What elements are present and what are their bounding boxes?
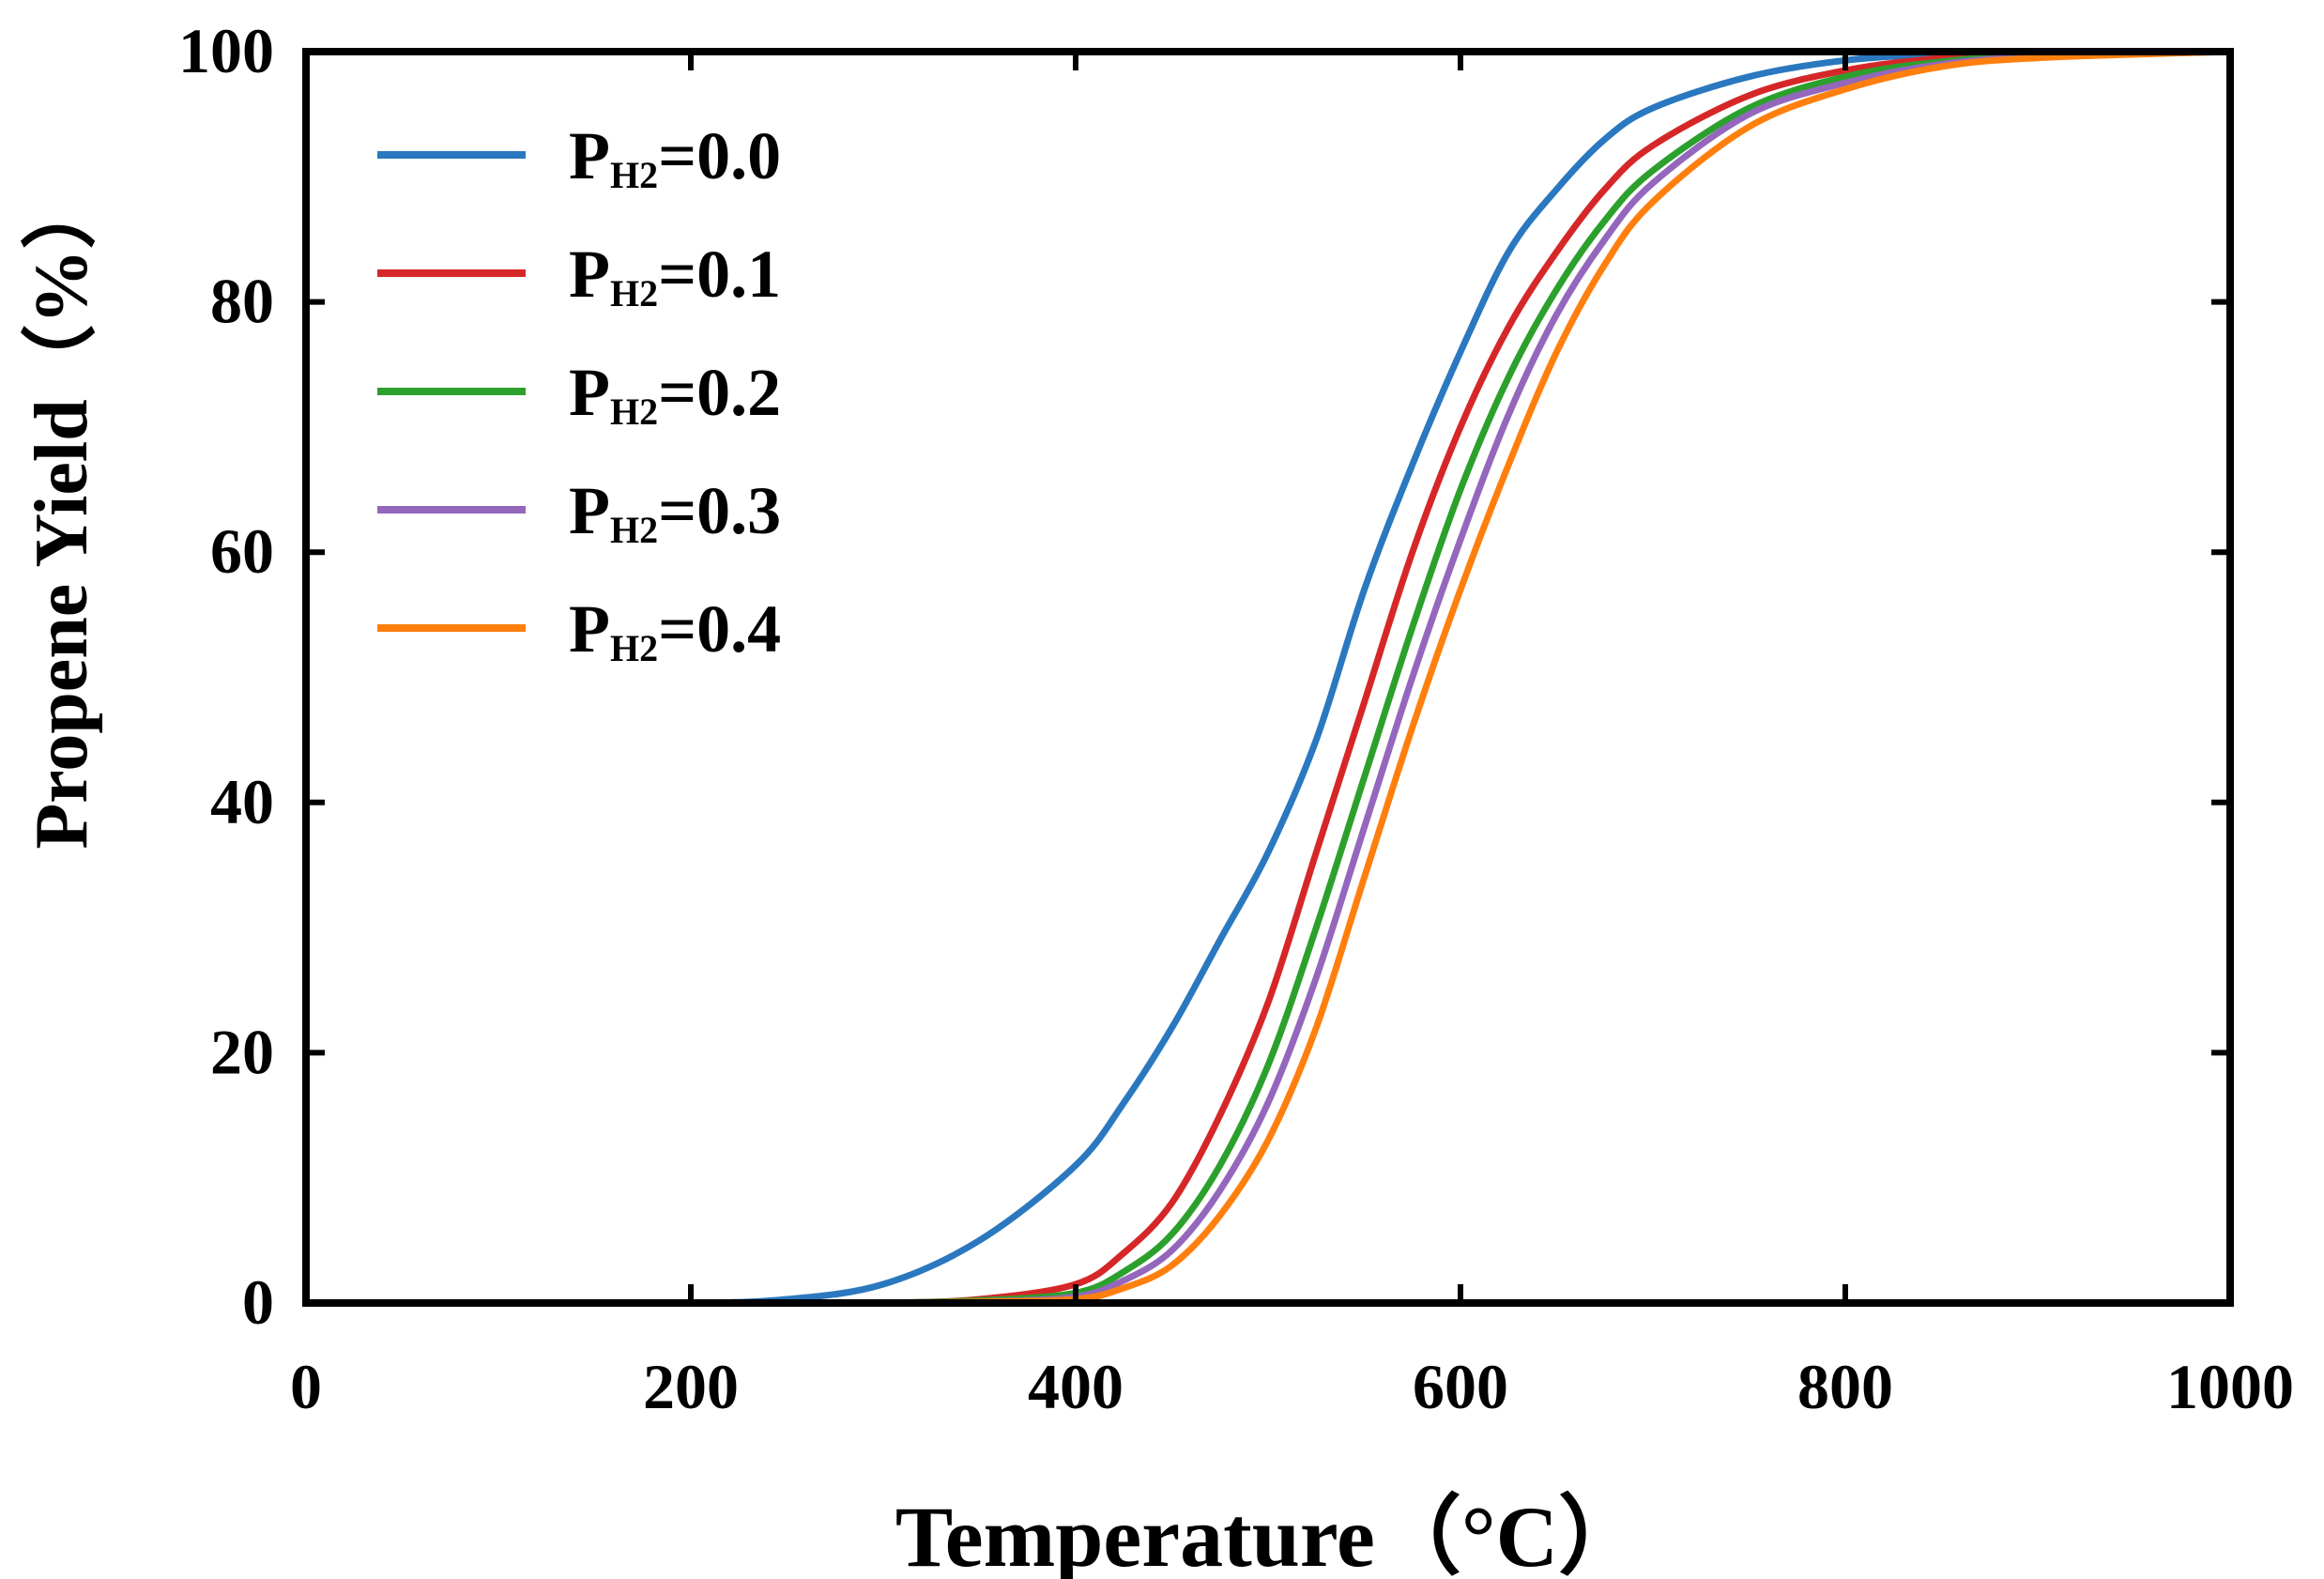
y-tick-label: 80: [210, 266, 274, 337]
legend-label-3: PH2=0.3: [569, 473, 781, 551]
axis-ticks: [303, 49, 2233, 1306]
y-axis-title: Propene Yield（%）: [21, 174, 103, 849]
legend-label-subscript: H2: [610, 272, 658, 314]
legend-label-subscript: H2: [610, 627, 658, 669]
legend-label-main: P: [569, 237, 610, 312]
y-tick-label: 0: [242, 1266, 274, 1338]
legend-label-subscript: H2: [610, 154, 658, 196]
legend-label-2: PH2=0.2: [569, 355, 781, 433]
y-axis-tick-labels: 0 20 40 60 80 100: [178, 15, 274, 1338]
series-line-0: [305, 48, 2231, 1307]
y-tick-label: 100: [178, 15, 274, 86]
legend-label-main: P: [569, 118, 610, 193]
x-tick-label: 400: [1028, 1351, 1124, 1422]
x-tick-label: 200: [643, 1351, 739, 1422]
legend-label-4: PH2=0.4: [569, 591, 781, 669]
legend-label-value: =0.2: [658, 355, 781, 430]
y-tick-label: 60: [210, 515, 274, 587]
x-tick-label: 600: [1413, 1351, 1508, 1422]
legend-label-0: PH2=0.0: [569, 118, 781, 196]
plot-area-frame: [302, 48, 2234, 1307]
x-tick-label: 1000: [2166, 1351, 2294, 1422]
legend-label-subscript: H2: [610, 509, 658, 551]
legend-label-main: P: [569, 591, 610, 667]
legend-label-1: PH2=0.1: [569, 237, 781, 314]
legend-label-value: =0.0: [658, 118, 781, 193]
legend-label-subscript: H2: [610, 391, 658, 433]
legend-label-main: P: [569, 473, 610, 548]
y-tick-label: 40: [210, 766, 274, 837]
x-axis-title: Temperature（°C）: [895, 1489, 1644, 1579]
legend-label-main: P: [569, 355, 610, 430]
x-tick-label: 800: [1797, 1351, 1893, 1422]
x-axis-tick-labels: 0 200 400 600 800 1000: [290, 1351, 2294, 1422]
legend-label-value: =0.4: [658, 591, 781, 667]
x-tick-label: 0: [290, 1351, 322, 1422]
y-tick-label: 20: [210, 1016, 274, 1087]
legend-label-value: =0.3: [658, 473, 781, 548]
legend-label-value: =0.1: [658, 237, 781, 312]
